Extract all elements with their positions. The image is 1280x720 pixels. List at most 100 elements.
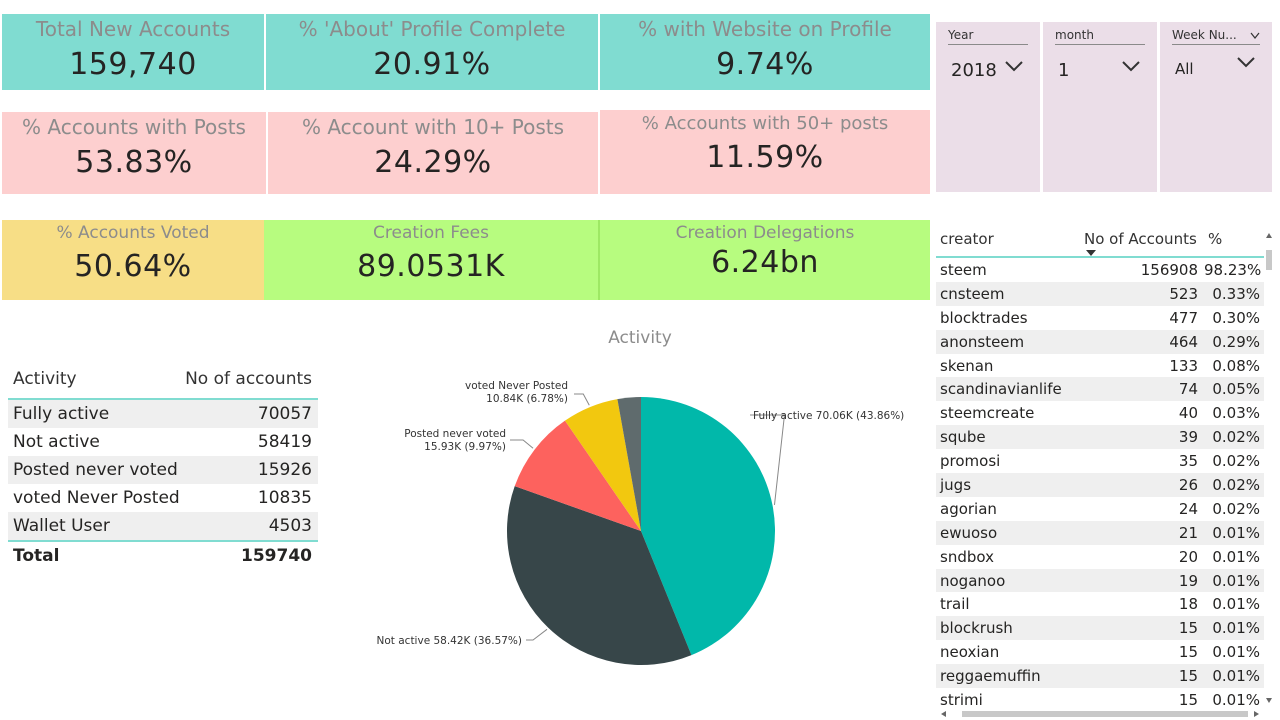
- table-row[interactable]: blocktrades 477 0.30%: [936, 306, 1264, 330]
- table-row[interactable]: agorian 24 0.02%: [936, 497, 1264, 521]
- accounts-cell: 15: [1178, 690, 1198, 709]
- horizontal-scrollbar[interactable]: [936, 708, 1266, 720]
- table-row[interactable]: Posted never voted 15926: [8, 456, 318, 484]
- creator-table-body: steem 156908 98.23% cnsteem 523 0.33% blocktra…: [936, 258, 1264, 710]
- pie-slice-posted-never-voted[interactable]: [514, 420, 641, 531]
- kpi-accounts-10-posts: % Account with 10+ Posts 24.29%: [268, 112, 598, 194]
- slicer-month-value[interactable]: 1: [1058, 60, 1070, 81]
- table-row[interactable]: cnsteem 523 0.33%: [936, 281, 1264, 306]
- leader-line: [574, 393, 590, 406]
- col-no-of-accounts-label: No of Accounts: [1084, 230, 1197, 248]
- pie-slice-not-active[interactable]: [507, 486, 692, 665]
- slicer-month[interactable]: month 1: [1043, 22, 1157, 192]
- percent-cell: 0.01%: [1212, 595, 1260, 614]
- table-row[interactable]: voted Never Posted 10835: [8, 484, 318, 512]
- kpi-value: 159,740: [69, 47, 197, 82]
- slicer-year[interactable]: Year 2018: [936, 22, 1040, 192]
- kpi-value: 11.59%: [706, 140, 824, 175]
- creator-cell: noganoo: [940, 571, 1006, 590]
- table-row[interactable]: Wallet User 4503: [8, 512, 318, 540]
- table-row[interactable]: Not active 58419: [8, 428, 318, 456]
- activity-cell: Posted never voted: [13, 460, 178, 480]
- creator-cell: blocktrades: [940, 308, 1028, 327]
- accounts-cell: 523: [1169, 284, 1198, 303]
- total-value: 159740: [241, 546, 312, 566]
- table-row[interactable]: reggaemuffin 15 0.01%: [936, 664, 1264, 689]
- accounts-cell: 10835: [257, 488, 312, 508]
- activity-cell: Wallet User: [13, 516, 110, 536]
- accounts-cell: 74: [1178, 380, 1198, 399]
- kpi-value: 53.83%: [75, 145, 193, 180]
- table-row[interactable]: skenan 133 0.08%: [936, 354, 1264, 378]
- creator-cell: blockrush: [940, 619, 1013, 638]
- table-row[interactable]: neoxian 15 0.01%: [936, 640, 1264, 664]
- pie-chart-title: Activity: [608, 328, 672, 348]
- col-no-of-accounts[interactable]: No of Accounts: [1084, 230, 1208, 256]
- kpi-total-new-accounts: Total New Accounts 159,740: [2, 14, 264, 90]
- table-row[interactable]: Fully active 70057: [8, 400, 318, 428]
- table-row[interactable]: promosi 35 0.02%: [936, 449, 1264, 473]
- accounts-cell: 15: [1178, 619, 1198, 638]
- table-row[interactable]: jugs 26 0.02%: [936, 473, 1264, 497]
- eraser-icon[interactable]: [1250, 32, 1260, 40]
- accounts-cell: 19: [1178, 571, 1198, 590]
- creator-table: creator No of Accounts % steem 156908 98.2…: [936, 222, 1264, 710]
- slicer-week-label: Week Nu...: [1172, 28, 1260, 45]
- percent-cell: 0.01%: [1212, 643, 1260, 662]
- kpi-label: Total New Accounts: [35, 17, 231, 41]
- creator-cell: sqube: [940, 428, 986, 447]
- kpi-value: 89.0531K: [357, 249, 505, 284]
- chevron-down-icon[interactable]: [1002, 56, 1026, 76]
- col-creator[interactable]: creator: [940, 230, 994, 248]
- accounts-cell: 18: [1178, 595, 1198, 614]
- percent-cell: 0.01%: [1212, 619, 1260, 638]
- creator-cell: neoxian: [940, 643, 1000, 662]
- activity-cell: Not active: [13, 432, 100, 452]
- creator-cell: agorian: [940, 499, 997, 518]
- col-percent[interactable]: %: [1208, 230, 1223, 248]
- activity-table-body: Fully active 70057 Not active 58419 Posted n…: [8, 400, 318, 540]
- slicer-year-value[interactable]: 2018: [951, 60, 997, 81]
- percent-cell: 0.02%: [1212, 475, 1260, 494]
- percent-cell: 0.02%: [1212, 452, 1260, 471]
- sort-descending-icon[interactable]: [1086, 250, 1096, 256]
- kpi-value: 24.29%: [374, 145, 492, 180]
- scroll-up-arrow-icon: [1266, 233, 1272, 238]
- table-row[interactable]: steemcreate 40 0.03%: [936, 401, 1264, 425]
- kpi-label: % 'About' Profile Complete: [298, 17, 566, 41]
- kpi-website-on-profile: % with Website on Profile 9.74%: [600, 14, 930, 90]
- table-row[interactable]: noganoo 19 0.01%: [936, 568, 1264, 593]
- percent-cell: 0.30%: [1212, 308, 1260, 327]
- slicer-week[interactable]: Week Nu... All: [1160, 22, 1272, 192]
- table-row[interactable]: ewuoso 21 0.01%: [936, 520, 1264, 545]
- accounts-cell: 21: [1178, 523, 1198, 542]
- table-row[interactable]: sndbox 20 0.01%: [936, 545, 1264, 569]
- accounts-cell: 70057: [257, 404, 312, 424]
- table-row[interactable]: strimi 15 0.01%: [936, 688, 1264, 710]
- chevron-down-icon[interactable]: [1119, 56, 1143, 76]
- pie-slice-voted-never-posted[interactable]: [564, 399, 641, 531]
- kpi-creation-fees: Creation Fees 89.0531K: [264, 220, 598, 300]
- slicer-week-value[interactable]: All: [1175, 60, 1194, 78]
- creator-cell: cnsteem: [940, 284, 1005, 303]
- table-row[interactable]: steem 156908 98.23%: [936, 258, 1264, 282]
- col-activity[interactable]: Activity: [13, 369, 77, 389]
- col-no-of-accounts[interactable]: No of accounts: [185, 369, 312, 389]
- table-row[interactable]: blockrush 15 0.01%: [936, 616, 1264, 641]
- pie-slice-fully-active[interactable]: [641, 397, 775, 656]
- table-row[interactable]: sqube 39 0.02%: [936, 425, 1264, 450]
- pie-label-voted-never-posted-value: 10.84K (6.78%): [486, 393, 568, 405]
- kpi-accounts-50-posts: % Accounts with 50+ posts 11.59%: [600, 110, 930, 194]
- table-row[interactable]: trail 18 0.01%: [936, 592, 1264, 616]
- vertical-scrollbar[interactable]: [1264, 228, 1274, 708]
- pie-slice-wallet-user[interactable]: [617, 397, 641, 531]
- kpi-accounts-voted: % Accounts Voted 50.64%: [2, 220, 264, 300]
- activity-cell: Fully active: [13, 404, 110, 424]
- kpi-label: % Accounts with 50+ posts: [641, 113, 889, 134]
- accounts-cell: 15: [1178, 643, 1198, 662]
- kpi-value: 9.74%: [716, 47, 814, 82]
- table-row[interactable]: anonsteem 464 0.29%: [936, 329, 1264, 354]
- leader-line: [510, 439, 534, 449]
- chevron-down-icon[interactable]: [1234, 52, 1258, 72]
- table-row[interactable]: scandinavianlife 74 0.05%: [936, 377, 1264, 402]
